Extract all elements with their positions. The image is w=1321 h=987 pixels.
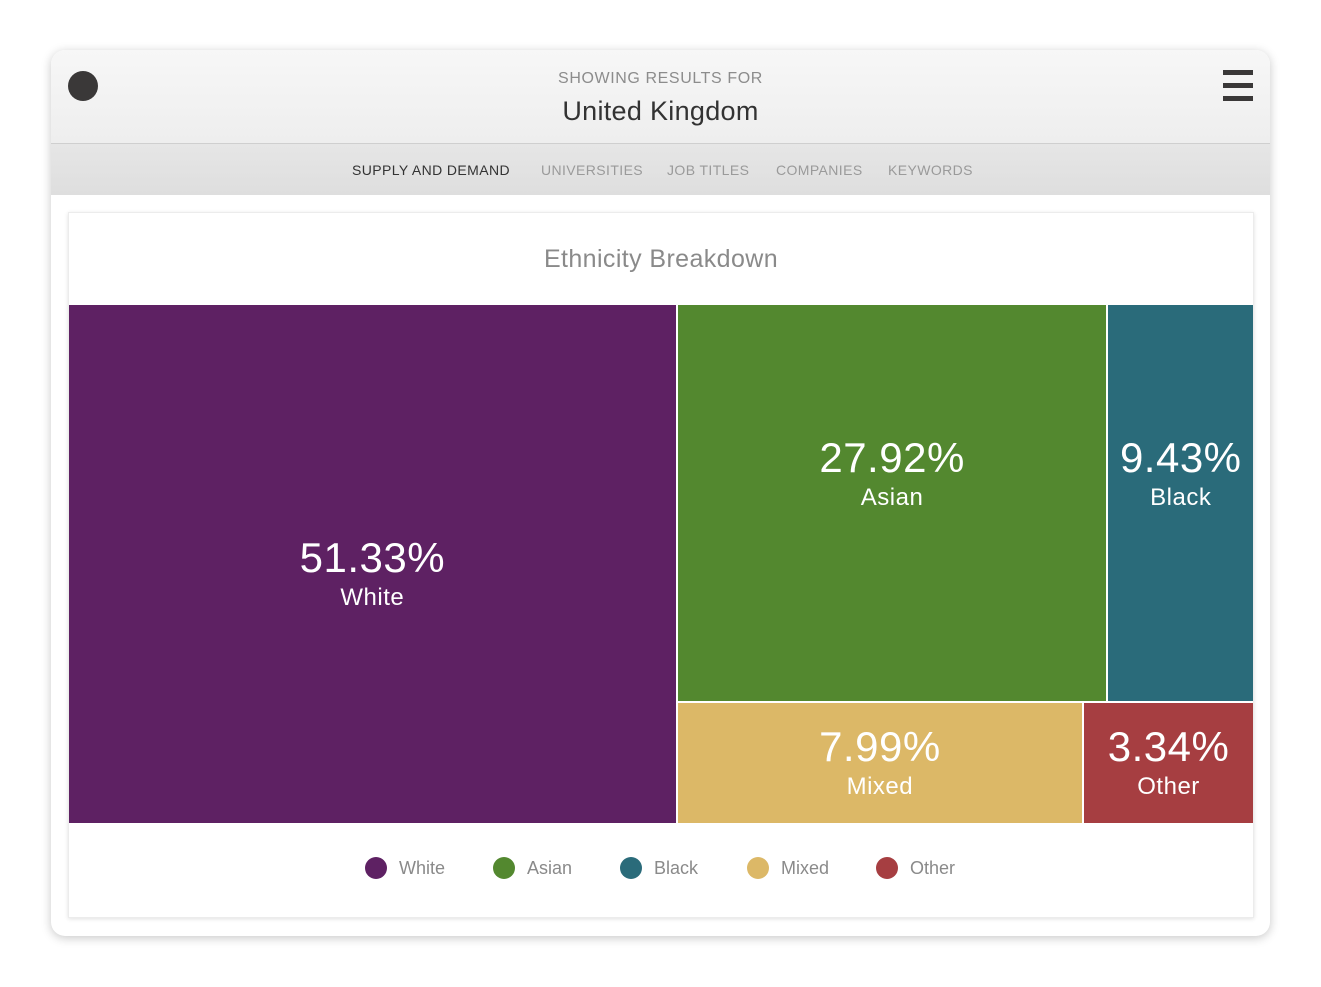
nav-tabs: SUPPLY AND DEMAND UNIVERSITIES JOB TITLE… (51, 144, 1270, 195)
legend-label-asian: Asian (527, 858, 573, 878)
legend-label-white: White (399, 858, 446, 878)
legend-swatch-black (620, 857, 642, 879)
treemap-cell-white[interactable]: 51.33% White (69, 305, 676, 823)
legend-swatch-white (365, 857, 387, 879)
legend-label-other: Other (910, 858, 956, 878)
legend-swatch-other (876, 857, 898, 879)
legend-swatch-asian (493, 857, 515, 879)
treemap-cell-other[interactable]: 3.34% Other (1084, 703, 1253, 823)
treemap-value-black: 9.43% (1119, 433, 1242, 481)
chart-card: Ethnicity Breakdown 51.33% White 27.92% … (68, 212, 1254, 918)
legend-label-mixed: Mixed (781, 858, 830, 878)
treemap-cell-black[interactable]: 9.43% Black (1108, 305, 1253, 702)
hamburger-menu-icon[interactable] (1223, 70, 1253, 102)
window-dot-icon[interactable] (68, 71, 98, 101)
tab-keywords[interactable]: KEYWORDS (888, 162, 973, 178)
header-subtitle: SHOWING RESULTS FOR (558, 70, 763, 87)
header-bar: SHOWING RESULTS FOR United Kingdom (51, 50, 1270, 144)
page-title: United Kingdom (562, 96, 759, 126)
chart-legend: White Asian Black Mixed Other (69, 853, 1253, 883)
treemap-cell-asian[interactable]: 27.92% Asian (677, 305, 1107, 702)
ethnicity-treemap: 51.33% White 27.92% Asian 9.43% Black 7.… (69, 305, 1253, 823)
treemap-value-white: 51.33% (299, 534, 446, 581)
treemap-label-other: Other (1137, 773, 1200, 801)
tab-job-titles[interactable]: JOB TITLES (667, 162, 750, 178)
treemap-value-other: 3.34% (1107, 723, 1230, 771)
treemap-value-mixed: 7.99% (819, 723, 941, 771)
tab-companies[interactable]: COMPANIES (776, 162, 863, 178)
treemap-label-asian: Asian (860, 483, 924, 511)
treemap-label-black: Black (1150, 483, 1212, 511)
chart-title: Ethnicity Breakdown (543, 245, 779, 273)
treemap-value-asian: 27.92% (819, 433, 965, 481)
treemap-label-white: White (340, 584, 405, 611)
legend-label-black: Black (654, 858, 699, 878)
treemap-cell-mixed[interactable]: 7.99% Mixed (677, 703, 1083, 823)
app-window: SHOWING RESULTS FOR United Kingdom SUPPL… (51, 50, 1270, 936)
treemap-label-mixed: Mixed (846, 773, 914, 801)
legend-swatch-mixed (747, 857, 769, 879)
tab-universities[interactable]: UNIVERSITIES (541, 162, 644, 178)
tab-supply-and-demand[interactable]: SUPPLY AND DEMAND (352, 162, 510, 178)
